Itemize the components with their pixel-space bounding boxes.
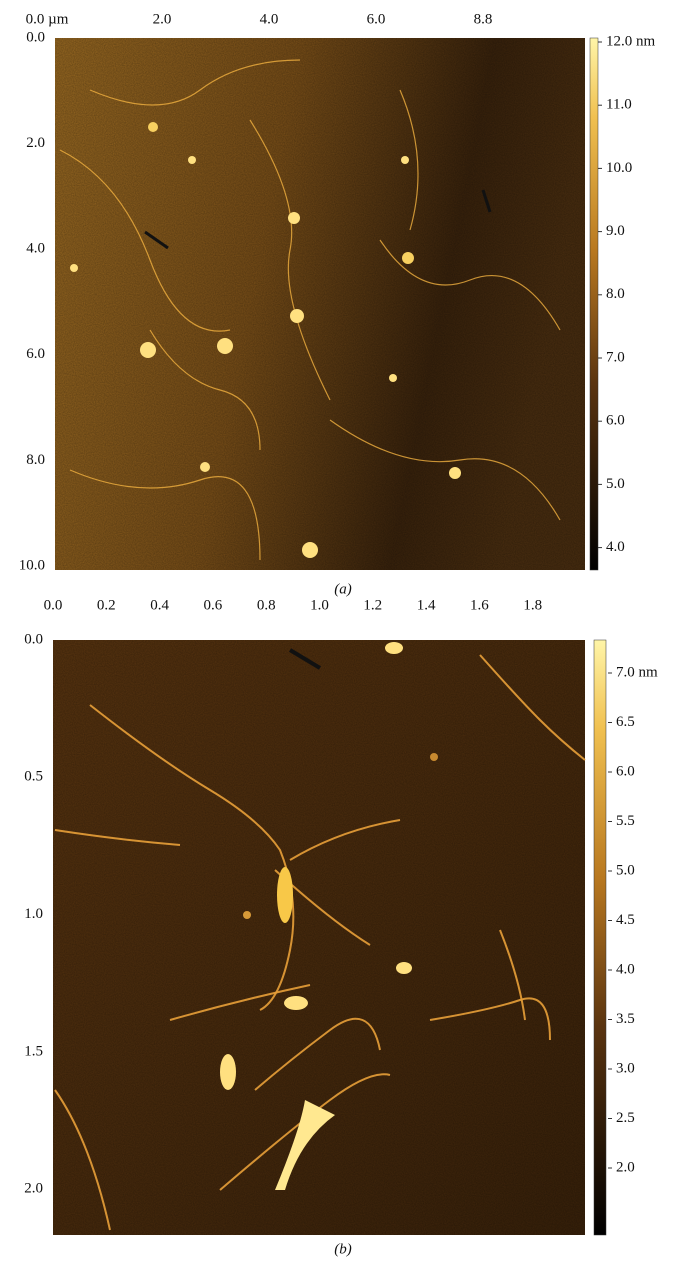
colorbar-a	[590, 38, 598, 570]
x-tick-label: 2.0	[153, 11, 172, 27]
x-tick-label: 1.2	[363, 597, 382, 613]
x-tick-label: 0.4	[150, 597, 169, 613]
x-tick-label: 1.4	[417, 597, 436, 613]
colorbar-tick-label: 8.0	[606, 286, 625, 302]
x-tick-label: 0.0 µm	[26, 11, 69, 27]
x-tick-label: 4.0	[260, 11, 279, 27]
colorbar-tick-label: 2.0	[616, 1159, 635, 1175]
colorbar-tick-label: 3.0	[616, 1060, 635, 1076]
x-tick-label: 0.0	[44, 597, 63, 613]
y-tick-label: 0.0	[26, 29, 45, 45]
y-tick-label: 0.0	[24, 631, 43, 647]
colorbar-tick-label: 6.5	[616, 714, 635, 730]
figure: (a) (b) 0.0 µm 2.0 4.0 6.0 8.8 0.0 2.0 4.0 6.0 8.…	[0, 0, 677, 1263]
y-tick-label: 2.0	[26, 135, 45, 151]
y-tick-label: 4.0	[26, 241, 45, 257]
y-tick-label: 1.5	[24, 1043, 43, 1059]
colorbar-tick-label: 5.0	[606, 476, 625, 492]
y-tick-label: 8.0	[26, 452, 45, 468]
caption: (b)	[334, 1241, 352, 1257]
colorbar-b	[594, 640, 606, 1235]
caption: (a)	[334, 581, 352, 597]
x-tick-label: 6.0	[367, 11, 386, 27]
y-tick-label: 6.0	[26, 346, 45, 362]
y-tick-label: 0.5	[24, 769, 43, 785]
colorbar-tick-label: 12.0 nm	[606, 33, 656, 49]
x-tick-label: 0.6	[204, 597, 223, 613]
y-tick-label: 1.0	[24, 906, 43, 922]
colorbar-tick-label: 10.0	[606, 160, 632, 176]
y-tick-label: 10.0	[19, 557, 45, 573]
colorbar-tick-label: 4.0	[606, 539, 625, 555]
afm-image-b	[53, 640, 585, 1235]
x-tick-label: 1.6	[470, 597, 489, 613]
colorbar-tick-label: 9.0	[606, 223, 625, 239]
colorbar-tick-label: 5.0	[616, 862, 635, 878]
colorbar-tick-label: 3.5	[616, 1011, 635, 1027]
colorbar-tick-label: 2.5	[616, 1110, 635, 1126]
y-tick-label: 2.0	[24, 1181, 43, 1197]
x-tick-label: 0.2	[97, 597, 116, 613]
x-tick-label: 1.0	[310, 597, 329, 613]
afm-image-a	[55, 38, 585, 570]
x-tick-label: 8.8	[474, 11, 493, 27]
colorbar-tick-label: 4.0	[616, 961, 635, 977]
colorbar-tick-label: 5.5	[616, 813, 635, 829]
colorbar-tick-label: 6.0	[606, 413, 625, 429]
colorbar-tick-label: 4.5	[616, 912, 635, 928]
x-tick-label: 1.8	[523, 597, 542, 613]
x-tick-label: 0.8	[257, 597, 276, 613]
colorbar-tick-label: 7.0 nm	[616, 664, 658, 680]
colorbar-tick-label: 6.0	[616, 763, 635, 779]
colorbar-tick-label: 7.0	[606, 349, 625, 365]
colorbar-tick-label: 11.0	[606, 97, 632, 113]
